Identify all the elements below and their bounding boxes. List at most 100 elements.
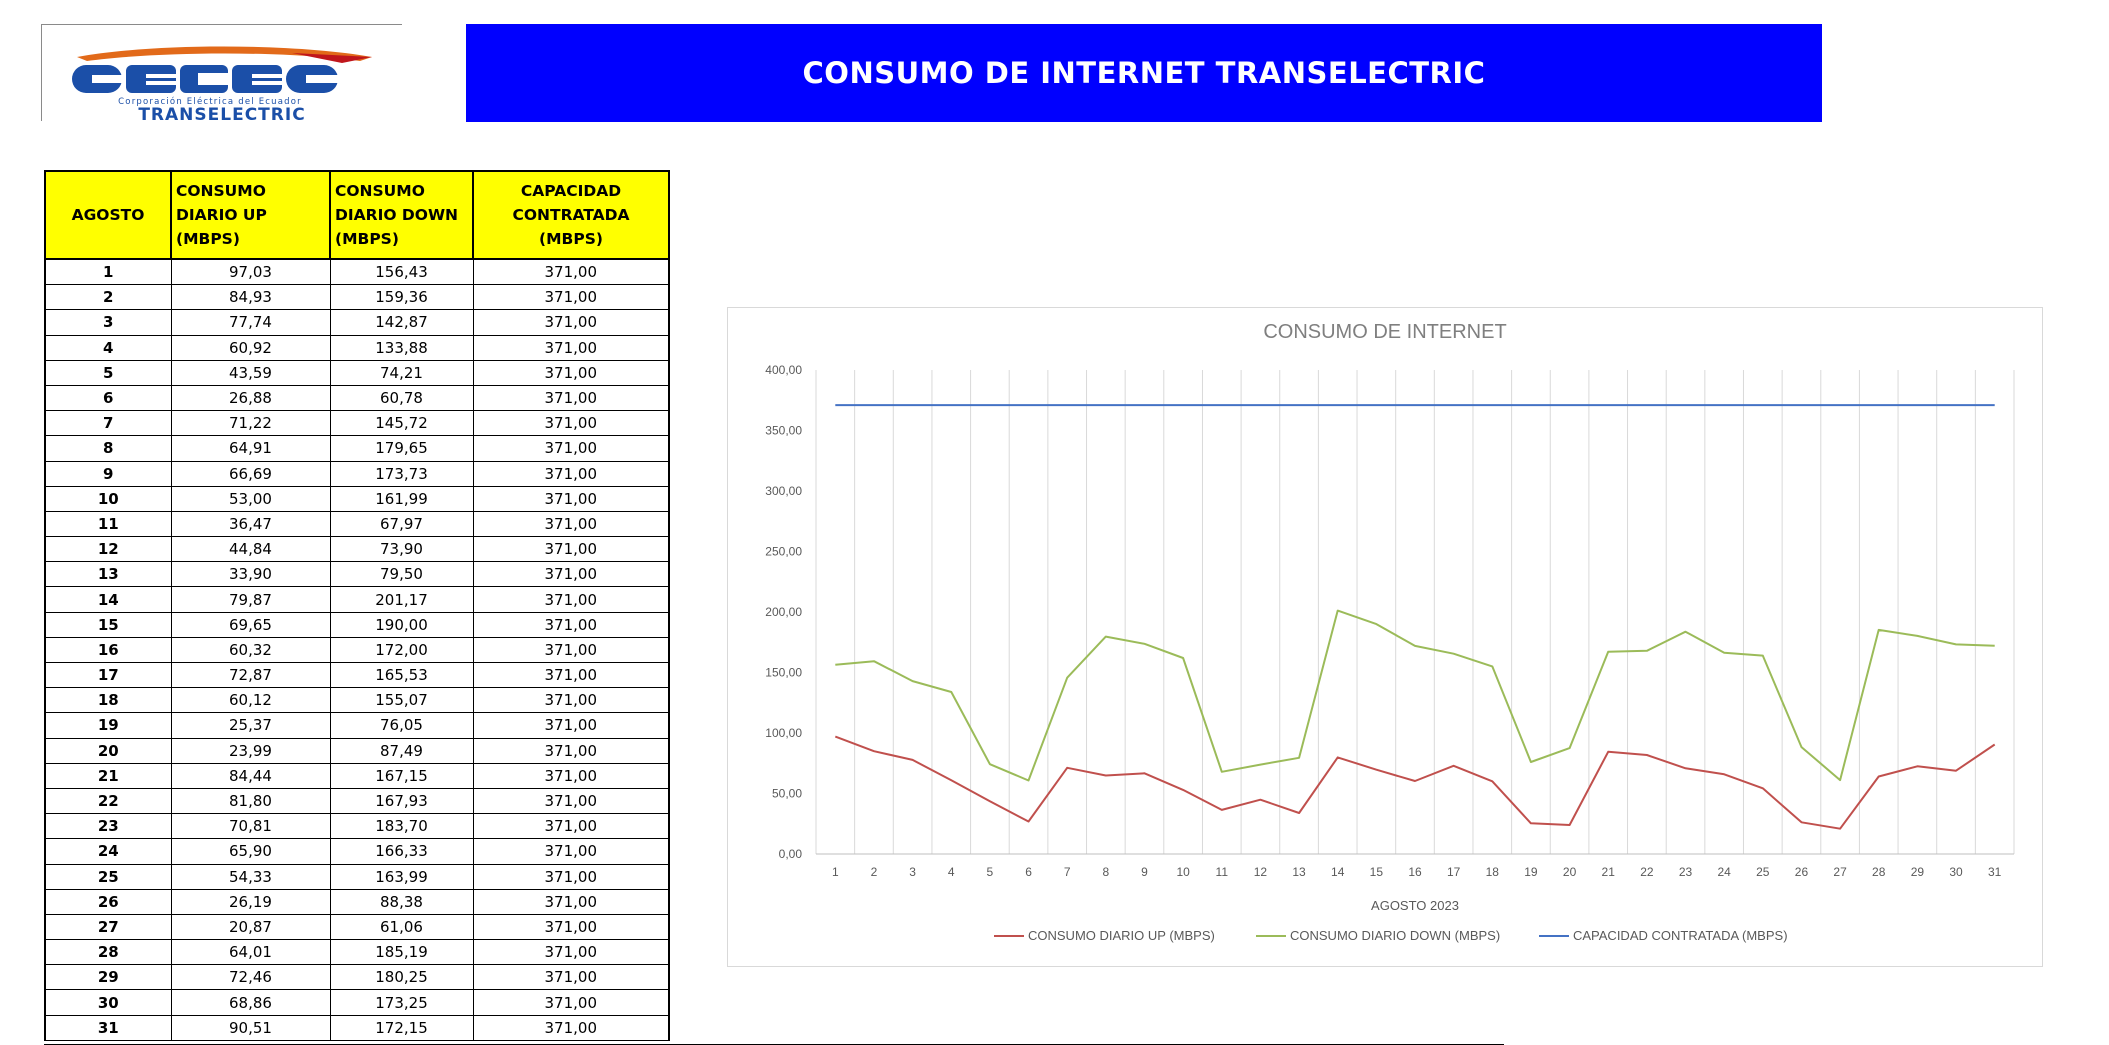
cell-down: 155,07 — [329, 687, 474, 714]
x-tick-label: 18 — [1486, 865, 1500, 879]
y-tick-label: 250,00 — [765, 545, 802, 559]
cell-day: 31 — [44, 1014, 172, 1041]
x-tick-label: 27 — [1833, 865, 1847, 879]
cell-day: 18 — [44, 687, 172, 714]
cell-down: 142,87 — [329, 309, 474, 336]
cell-capacity: 371,00 — [472, 687, 670, 714]
x-tick-label: 30 — [1949, 865, 1963, 879]
x-tick-label: 20 — [1563, 865, 1577, 879]
cell-up: 44,84 — [170, 536, 331, 563]
x-tick-label: 26 — [1795, 865, 1809, 879]
cell-up: 54,33 — [170, 863, 331, 890]
cell-down: 201,17 — [329, 586, 474, 613]
x-tick-label: 2 — [871, 865, 878, 879]
cell-down: 73,90 — [329, 536, 474, 563]
cell-day: 23 — [44, 813, 172, 840]
cell-day: 16 — [44, 636, 172, 664]
header-capacity: CAPACIDAD CONTRATADA (MBPS) — [472, 170, 670, 260]
x-tick-label: 6 — [1025, 865, 1032, 879]
cell-day: 1 — [44, 258, 172, 286]
cell-capacity: 371,00 — [472, 334, 670, 361]
cell-down: 167,93 — [329, 787, 474, 815]
cell-up: 60,12 — [170, 687, 331, 714]
cell-down: 163,99 — [329, 863, 474, 890]
cell-day: 10 — [44, 485, 172, 512]
x-tick-label: 15 — [1370, 865, 1384, 879]
cell-capacity: 371,00 — [472, 762, 670, 789]
cell-day: 13 — [44, 561, 172, 588]
cell-up: 53,00 — [170, 485, 331, 512]
cell-up: 33,90 — [170, 561, 331, 588]
cell-capacity: 371,00 — [472, 838, 670, 865]
x-tick-label: 25 — [1756, 865, 1770, 879]
x-tick-label: 4 — [948, 865, 955, 879]
x-tick-label: 3 — [909, 865, 916, 879]
table-row: 27 20,87 61,06 371,00 — [44, 913, 670, 941]
cell-day: 3 — [44, 309, 172, 336]
cell-up: 25,37 — [170, 712, 331, 739]
cell-day: 5 — [44, 359, 172, 386]
cell-capacity: 371,00 — [472, 510, 670, 538]
x-tick-label: 17 — [1447, 865, 1461, 879]
cell-capacity: 371,00 — [472, 410, 670, 437]
table-row: 11 36,47 67,97 371,00 — [44, 510, 670, 538]
cell-up: 43,59 — [170, 359, 331, 386]
cell-up: 23,99 — [170, 737, 331, 764]
cell-up: 26,19 — [170, 888, 331, 915]
table-row: 23 70,81 183,70 371,00 — [44, 813, 670, 840]
cell-up: 20,87 — [170, 913, 331, 941]
cell-day: 25 — [44, 863, 172, 890]
cell-up: 79,87 — [170, 586, 331, 613]
cell-down: 172,00 — [329, 636, 474, 664]
cell-down: 172,15 — [329, 1014, 474, 1041]
y-tick-label: 100,00 — [765, 726, 802, 740]
cell-day: 17 — [44, 661, 172, 689]
table-row: 4 60,92 133,88 371,00 — [44, 334, 670, 361]
cell-down: 179,65 — [329, 435, 474, 462]
cell-capacity: 371,00 — [472, 737, 670, 764]
table-row: 18 60,12 155,07 371,00 — [44, 687, 670, 714]
table-row: 13 33,90 79,50 371,00 — [44, 561, 670, 588]
x-tick-label: 1 — [832, 865, 839, 879]
cell-capacity: 371,00 — [472, 913, 670, 941]
series-up-line — [834, 735, 1996, 830]
cell-day: 26 — [44, 888, 172, 915]
cell-up: 84,93 — [170, 284, 331, 311]
cell-day: 21 — [44, 762, 172, 789]
table-row: 28 64,01 185,19 371,00 — [44, 939, 670, 966]
cell-down: 159,36 — [329, 284, 474, 311]
cell-down: 156,43 — [329, 258, 474, 286]
cell-up: 60,32 — [170, 636, 331, 664]
cell-capacity: 371,00 — [472, 964, 670, 991]
internet-chart: CONSUMO DE INTERNET 0,00 50,00 100,00 150,00… — [727, 307, 2043, 967]
x-tick-label: 11 — [1216, 865, 1229, 879]
cell-day: 7 — [44, 410, 172, 437]
chart-svg: CONSUMO DE INTERNET 0,00 50,00 100,00 150,00… — [765, 321, 2015, 943]
x-tick-label: 14 — [1331, 865, 1345, 879]
cell-day: 24 — [44, 838, 172, 865]
x-tick-label: 12 — [1254, 865, 1268, 879]
cell-up: 26,88 — [170, 384, 331, 412]
cell-day: 15 — [44, 611, 172, 638]
table-row: 21 84,44 167,15 371,00 — [44, 762, 670, 789]
cell-capacity: 371,00 — [472, 939, 670, 966]
table-row: 25 54,33 163,99 371,00 — [44, 863, 670, 890]
cell-capacity: 371,00 — [472, 536, 670, 563]
x-tick-label: 8 — [1102, 865, 1109, 879]
cell-capacity: 371,00 — [472, 258, 670, 286]
cell-capacity: 371,00 — [472, 309, 670, 336]
cell-capacity: 371,00 — [472, 787, 670, 815]
cell-up: 81,80 — [170, 787, 331, 815]
cell-up: 70,81 — [170, 813, 331, 840]
consumption-table: AGOSTO CONSUMO DIARIO UP (MBPS) CONSUMO … — [44, 170, 670, 1041]
cell-up: 64,01 — [170, 939, 331, 966]
cell-capacity: 371,00 — [472, 460, 670, 487]
series-down-line — [835, 609, 1995, 782]
cell-capacity: 371,00 — [472, 636, 670, 664]
cell-capacity: 371,00 — [472, 888, 670, 915]
cell-capacity: 371,00 — [472, 1014, 670, 1041]
x-tick-label: 13 — [1292, 865, 1306, 879]
y-tick-label: 200,00 — [765, 605, 802, 619]
chart-title: CONSUMO DE INTERNET — [1263, 321, 1506, 343]
table-body: 1 97,03 156,43 371,00 2 84,93 159,36 371,00 3 77,… — [44, 258, 670, 1041]
